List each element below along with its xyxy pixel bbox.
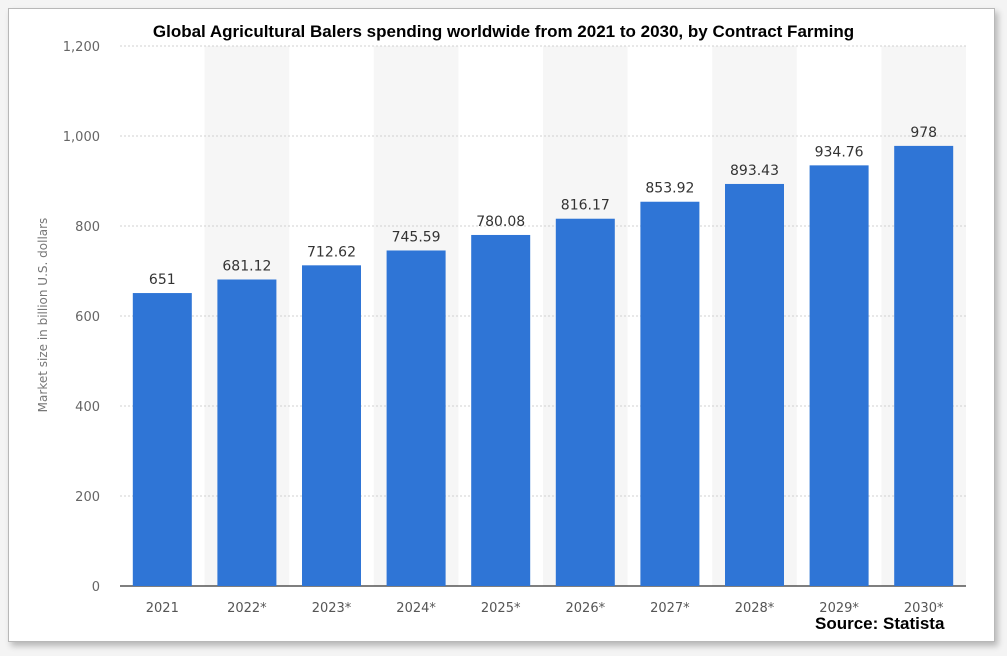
bar [809,165,869,586]
data-label: 816.17 [561,198,610,214]
x-tick-label: 2024* [396,601,436,616]
x-axis-ticks: 2021 2022* 2023* 2024* 2025* 2026* 2027* 2028* 2… [146,601,944,616]
bar [555,218,615,586]
bar [640,201,700,586]
data-label: 651 [149,272,176,288]
bar [386,250,446,586]
x-tick-label: 2025* [481,601,521,616]
y-tick-label: 1,200 [63,40,100,55]
x-tick-label: 2028* [735,601,775,616]
data-label: 978 [910,125,937,141]
bar [725,183,784,587]
data-label: 780.08 [476,214,525,230]
bar [471,234,531,587]
data-label: 893.43 [730,163,779,179]
data-label: 712.62 [307,244,356,260]
bars [132,145,954,587]
y-tick-label: 200 [75,490,100,505]
chart-title: Global Agricultural Balers spending worl… [152,22,855,41]
data-label: 934.76 [815,144,864,160]
x-tick-label: 2022* [227,601,267,616]
x-tick-label: 2023* [312,601,352,616]
bar [302,265,361,586]
y-tick-label: 400 [75,400,100,415]
x-tick-label: 2026* [566,601,606,616]
y-tick-label: 800 [75,220,100,235]
y-tick-label: 1,000 [63,130,100,145]
data-label: 853.92 [645,181,694,197]
y-tick-label: 0 [92,580,100,595]
x-tick-label: 2029* [819,601,859,616]
data-labels: 651 681.12 712.62 745.59 780.08 816.17 853.92 8… [149,125,937,288]
y-tick-label: 600 [75,310,100,325]
y-axis-ticks: 0 200 400 600 800 1,000 1,200 [63,40,100,595]
data-label: 681.12 [222,258,271,274]
source-note: Source: Statista [815,614,945,633]
bar [894,145,954,586]
x-tick-label: 2027* [650,601,690,616]
x-tick-label: 2030* [904,601,944,616]
y-axis-label: Market size in billion U.S. dollars [36,218,50,413]
bar [217,279,277,586]
x-tick-label: 2021 [146,601,179,616]
bar [132,293,192,586]
data-label: 745.59 [392,229,441,245]
